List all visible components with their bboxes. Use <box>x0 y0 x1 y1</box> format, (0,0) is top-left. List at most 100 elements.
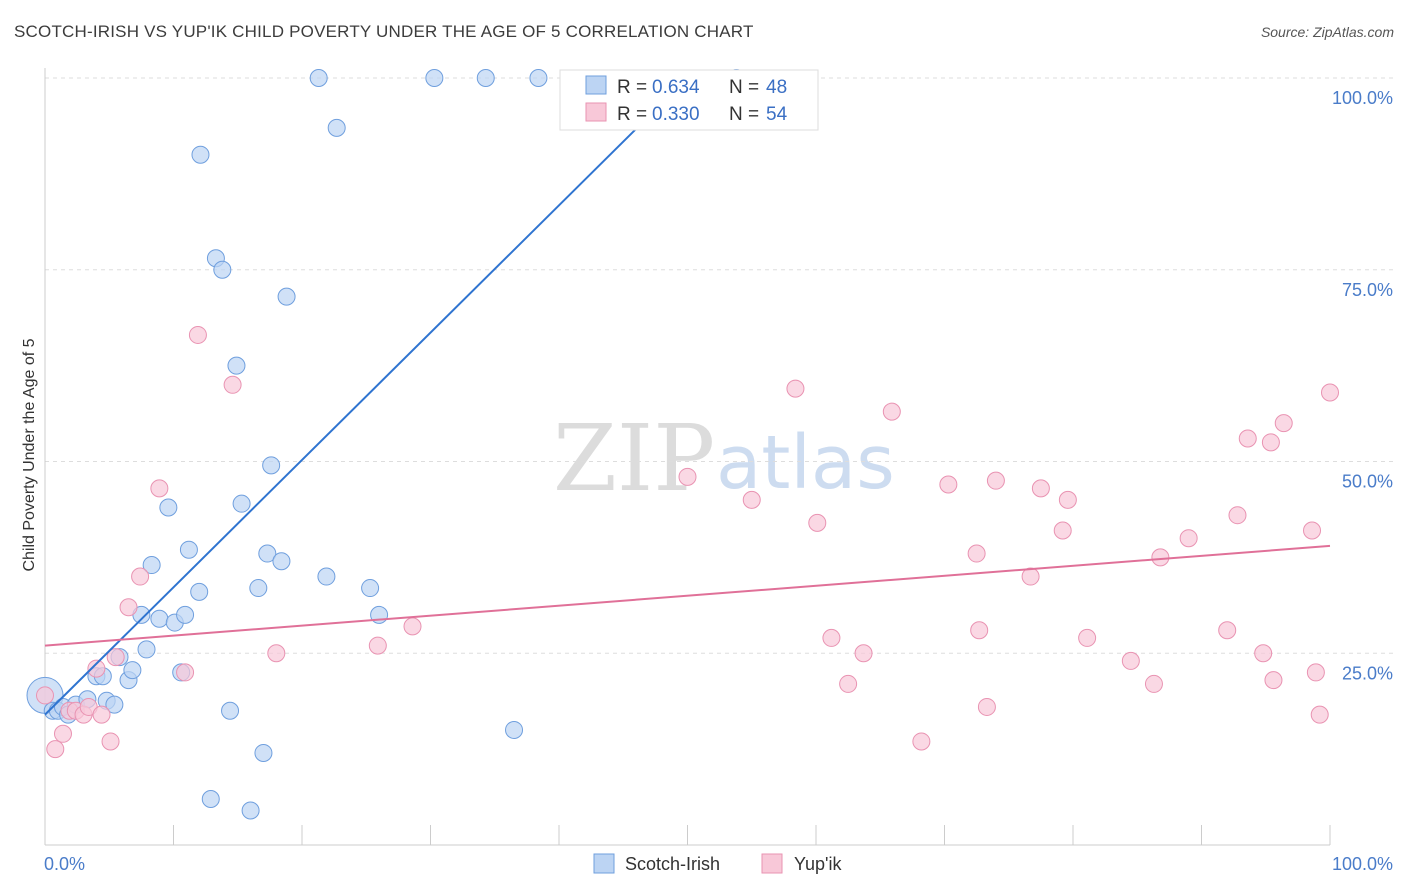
legend: R = 0.634 N = 48 R = 0.330 N = 54 <box>559 69 819 131</box>
point-scotch-irish <box>123 661 142 680</box>
point-scotch-irish <box>254 743 273 762</box>
point-yupik <box>36 686 54 705</box>
point-yupik <box>176 663 195 682</box>
watermark-zip: ZIP <box>553 405 715 512</box>
point-scotch-irish <box>105 695 124 714</box>
point-yupik <box>678 467 697 486</box>
point-yupik <box>53 724 72 743</box>
point-yupik <box>92 705 111 724</box>
point-scotch-irish <box>361 579 380 598</box>
point-scotch-irish <box>249 579 268 598</box>
point-scotch-irish <box>476 69 495 87</box>
bottom-legend: Scotch-Irish Yup'ik <box>593 853 842 874</box>
trend-line-scotch-irish <box>44 77 689 716</box>
point-yupik <box>119 598 138 617</box>
point-yupik <box>1151 548 1170 567</box>
point-yupik <box>986 471 1005 490</box>
point-yupik <box>1228 506 1247 525</box>
point-yupik <box>1274 414 1293 433</box>
point-scotch-irish <box>142 556 161 575</box>
point-yupik <box>854 644 873 663</box>
point-scotch-irish <box>221 701 240 720</box>
point-yupik <box>977 697 996 716</box>
point-yupik <box>223 375 242 394</box>
point-yupik <box>912 732 931 751</box>
point-yupik <box>822 628 841 647</box>
point-yupik <box>839 674 858 693</box>
point-yupik <box>939 475 958 494</box>
legend-r-label: R = <box>617 104 647 125</box>
watermark: ZIP atlas <box>553 405 895 512</box>
legend-n-label: N = <box>729 77 759 98</box>
point-scotch-irish <box>191 145 210 164</box>
point-yupik <box>1303 521 1322 540</box>
point-yupik <box>1078 628 1097 647</box>
point-yupik <box>131 567 150 586</box>
point-scotch-irish <box>159 498 178 517</box>
legend-r-value-yupik: 0.330 <box>652 104 700 125</box>
point-scotch-irish <box>176 605 195 624</box>
chart-title: SCOTCH-IRISH VS YUP'IK CHILD POVERTY UND… <box>14 22 754 41</box>
tick-labels: 25.0% 50.0% 75.0% 100.0% 0.0% 100.0% <box>44 88 1393 874</box>
point-yupik <box>1021 567 1040 586</box>
bottom-legend-yupik: Yup'ik <box>794 854 842 874</box>
trend-lines <box>44 77 1331 716</box>
point-yupik <box>1179 529 1198 548</box>
point-scotch-irish <box>201 789 220 808</box>
point-scotch-irish <box>179 540 198 559</box>
point-scotch-irish <box>262 456 281 475</box>
point-yupik <box>106 648 125 667</box>
point-yupik <box>1031 479 1050 498</box>
point-yupik <box>1053 521 1072 540</box>
point-yupik <box>1261 433 1280 452</box>
source-credit: Source: ZipAtlas.com <box>1260 24 1394 40</box>
point-scotch-irish <box>150 609 169 628</box>
point-scotch-irish <box>529 69 548 87</box>
point-scotch-irish <box>327 118 346 137</box>
legend-swatch-scotch-irish <box>585 75 607 95</box>
point-yupik <box>1218 621 1237 640</box>
point-yupik <box>403 617 422 636</box>
axes <box>44 68 1331 846</box>
point-yupik <box>1306 663 1325 682</box>
point-yupik <box>188 325 207 344</box>
point-yupik <box>786 379 805 398</box>
point-yupik <box>1121 651 1140 670</box>
bottom-legend-swatch-yupik <box>761 853 783 874</box>
point-scotch-irish <box>277 287 296 306</box>
bottom-legend-scotch-irish: Scotch-Irish <box>625 854 720 874</box>
point-yupik <box>882 402 901 421</box>
x-tick-label: 100.0% <box>1332 854 1393 874</box>
point-yupik <box>1254 644 1273 663</box>
point-scotch-irish <box>425 69 444 87</box>
legend-swatch-yupik <box>585 102 607 122</box>
point-yupik <box>46 740 65 759</box>
y-tick-label: 100.0% <box>1332 88 1393 108</box>
legend-n-value-scotch-irish: 48 <box>766 77 787 98</box>
trend-line-yupik <box>44 544 1331 647</box>
point-scotch-irish <box>317 567 336 586</box>
point-scotch-irish <box>137 640 156 659</box>
point-yupik <box>742 490 761 509</box>
legend-r-value-scotch-irish: 0.634 <box>652 77 700 98</box>
point-yupik <box>267 644 286 663</box>
watermark-atlas: atlas <box>716 420 895 506</box>
point-yupik <box>1321 383 1339 402</box>
point-scotch-irish <box>232 494 251 513</box>
y-axis-label: Child Poverty Under the Age of 5 <box>21 338 38 571</box>
point-yupik <box>1058 490 1077 509</box>
legend-n-label: N = <box>729 104 759 125</box>
point-yupik <box>87 659 106 678</box>
point-yupik <box>1264 671 1283 690</box>
point-yupik <box>808 513 827 532</box>
point-yupik <box>1310 705 1329 724</box>
legend-r-label: R = <box>617 77 647 98</box>
bottom-legend-swatch-scotch-irish <box>593 853 615 874</box>
point-yupik <box>970 621 989 640</box>
series-yupik <box>36 325 1339 759</box>
point-scotch-irish <box>241 801 260 820</box>
point-scotch-irish <box>190 582 209 601</box>
point-yupik <box>1238 429 1257 448</box>
point-yupik <box>150 479 169 498</box>
